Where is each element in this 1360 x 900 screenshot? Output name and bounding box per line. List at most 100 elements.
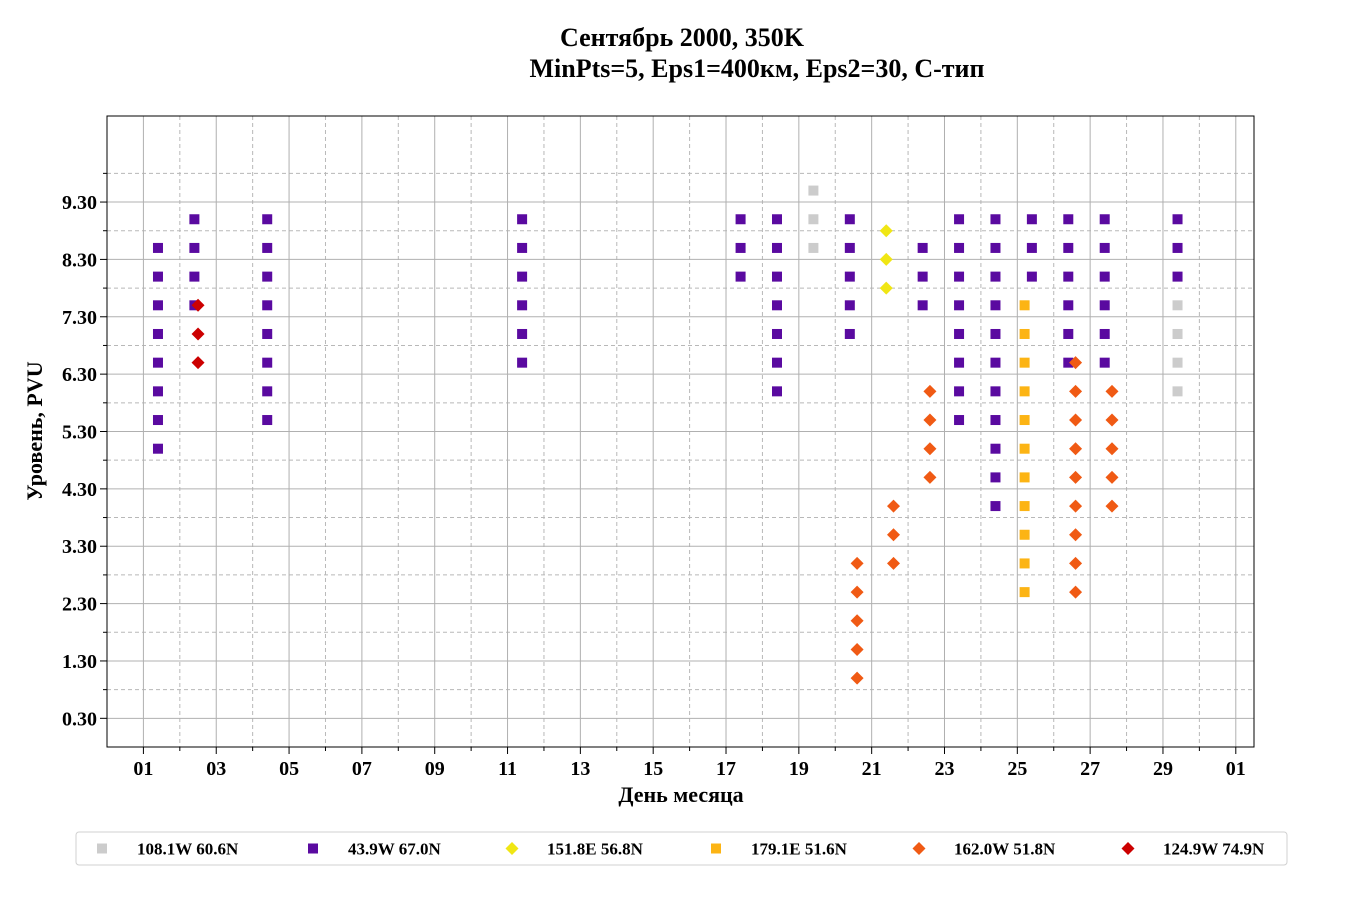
data-point	[1099, 300, 1110, 311]
data-point	[1069, 384, 1083, 398]
data-point	[1069, 528, 1083, 542]
data-point	[1063, 214, 1074, 225]
data-point	[1019, 587, 1030, 598]
data-point	[990, 472, 1001, 483]
data-point	[990, 328, 1001, 339]
data-points	[152, 185, 1183, 685]
data-point	[517, 328, 528, 339]
data-point	[850, 614, 864, 628]
data-point	[850, 556, 864, 570]
data-point	[1019, 300, 1030, 311]
axes: 01 03 05 07 09 11 13 15 17 19 21 23 25 27 29 01 0.30 1.30…	[62, 115, 1255, 780]
y-axis-label: Уровень, PVU	[22, 361, 47, 500]
data-point	[917, 271, 928, 282]
data-point	[887, 556, 901, 570]
data-point	[262, 328, 273, 339]
data-point	[191, 327, 205, 341]
data-point	[1019, 357, 1030, 368]
data-point	[917, 300, 928, 311]
data-point	[262, 242, 273, 253]
data-point	[1099, 271, 1110, 282]
data-point	[990, 443, 1001, 454]
data-point	[808, 242, 819, 253]
data-point	[844, 214, 855, 225]
data-point	[1099, 242, 1110, 253]
data-point	[1172, 300, 1183, 311]
data-point	[771, 242, 782, 253]
legend-marker	[308, 843, 318, 854]
data-point	[850, 642, 864, 656]
data-point	[152, 415, 163, 426]
legend-box	[75, 831, 1288, 866]
data-point	[517, 357, 528, 368]
data-point	[262, 214, 273, 225]
data-point	[1069, 585, 1083, 599]
x-tick-label: 23	[934, 758, 954, 780]
data-point	[844, 242, 855, 253]
x-tick-label: 03	[206, 758, 226, 780]
legend-label: 124.9W 74.9N	[1163, 840, 1265, 859]
data-point	[1172, 242, 1183, 253]
data-point	[1172, 214, 1183, 225]
x-tick-label: 01	[133, 758, 153, 780]
data-point	[1019, 558, 1030, 569]
data-point	[262, 415, 273, 426]
x-tick-label: 07	[352, 758, 372, 780]
data-point	[262, 357, 273, 368]
data-point	[1019, 386, 1030, 397]
data-point	[879, 252, 893, 266]
data-point	[990, 242, 1001, 253]
data-point	[1105, 413, 1119, 427]
data-point	[152, 300, 163, 311]
legend-marker	[97, 843, 107, 854]
legend: 108.1W 60.6N 43.9W 67.0N 151.8E 56.8N 179.1…	[75, 831, 1288, 866]
x-tick-label: 05	[279, 758, 299, 780]
data-point	[1069, 556, 1083, 570]
legend-label: 108.1W 60.6N	[137, 840, 239, 859]
x-tick-label: 15	[643, 758, 663, 780]
data-point	[1026, 242, 1037, 253]
x-tick-label: 09	[425, 758, 445, 780]
data-point	[990, 271, 1001, 282]
data-point	[1069, 470, 1083, 484]
data-point	[517, 271, 528, 282]
data-point	[735, 242, 746, 253]
data-point	[517, 242, 528, 253]
data-point	[917, 242, 928, 253]
data-point	[879, 224, 893, 238]
y-tick-label: 3.30	[62, 536, 97, 558]
y-tick-label: 2.30	[62, 594, 97, 616]
data-point	[1019, 443, 1030, 454]
data-point	[850, 585, 864, 599]
data-point	[808, 214, 819, 225]
y-tick-label: 6.30	[62, 364, 97, 386]
data-point	[262, 386, 273, 397]
data-point	[1105, 384, 1119, 398]
data-point	[517, 214, 528, 225]
data-point	[189, 214, 200, 225]
data-point	[191, 356, 205, 370]
data-point	[771, 214, 782, 225]
legend-marker	[711, 843, 721, 854]
x-tick-label: 25	[1007, 758, 1027, 780]
y-tick-label: 9.30	[62, 192, 97, 214]
data-point	[954, 357, 965, 368]
data-point	[1105, 442, 1119, 456]
x-tick-label: 01	[1226, 758, 1246, 780]
data-point	[1099, 328, 1110, 339]
chart-title: Сентябрь 2000, 350K	[560, 23, 805, 52]
data-point	[990, 300, 1001, 311]
data-point	[1063, 271, 1074, 282]
data-point	[189, 242, 200, 253]
y-tick-label: 5.30	[62, 422, 97, 444]
data-point	[771, 271, 782, 282]
data-point	[954, 242, 965, 253]
data-point	[954, 328, 965, 339]
data-point	[879, 281, 893, 295]
legend-marker	[505, 842, 519, 855]
data-point	[1026, 271, 1037, 282]
data-point	[844, 328, 855, 339]
data-point	[1099, 214, 1110, 225]
data-point	[923, 442, 937, 456]
